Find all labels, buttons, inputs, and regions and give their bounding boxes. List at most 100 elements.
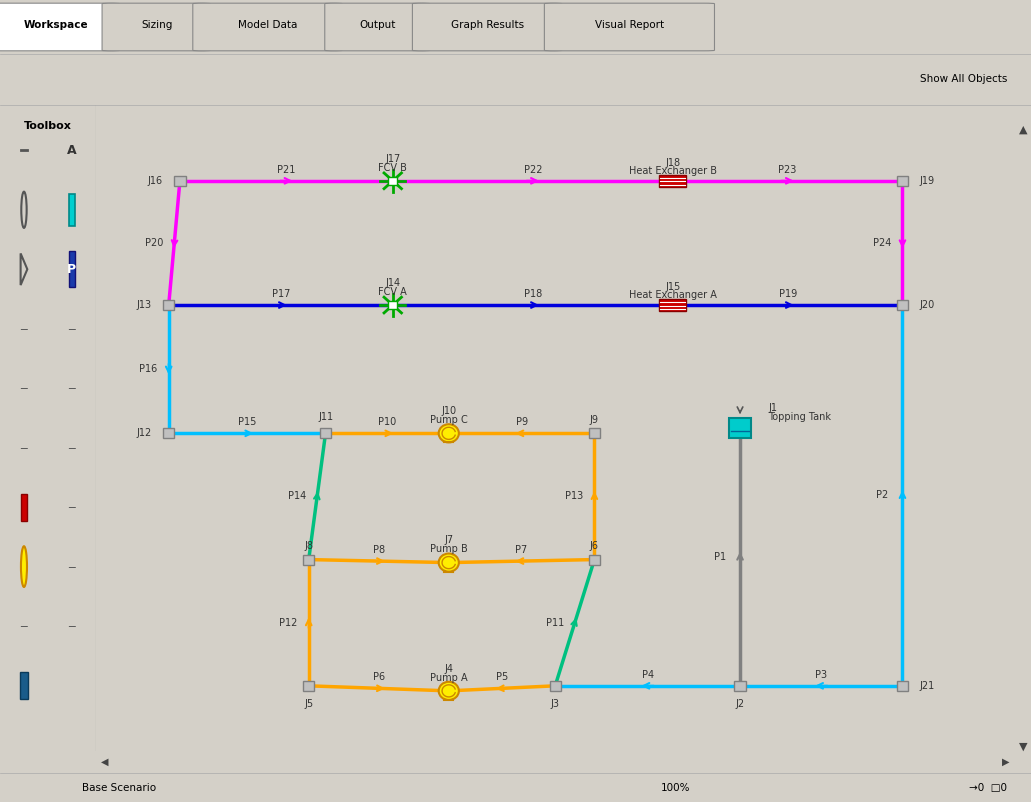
Text: P24: P24	[873, 238, 892, 248]
Text: Output: Output	[360, 20, 396, 30]
Text: Sizing: Sizing	[141, 20, 172, 30]
Text: P19: P19	[778, 289, 797, 299]
Text: ─: ─	[68, 383, 75, 393]
Text: ─: ─	[68, 561, 75, 572]
Text: P20: P20	[145, 238, 163, 248]
Bar	[303, 554, 314, 565]
Text: P18: P18	[524, 289, 542, 299]
Text: P10: P10	[378, 417, 396, 427]
Text: P15: P15	[238, 417, 257, 427]
Text: P12: P12	[279, 618, 298, 628]
Text: ─: ─	[68, 443, 75, 452]
Text: J8: J8	[304, 541, 313, 552]
Text: P3: P3	[816, 670, 827, 680]
Text: P22: P22	[524, 164, 542, 175]
Text: FCV B: FCV B	[378, 163, 407, 172]
Text: FCV A: FCV A	[378, 287, 407, 297]
Text: J4: J4	[444, 663, 454, 674]
Text: P: P	[67, 263, 76, 276]
Text: P23: P23	[778, 164, 797, 175]
Text: ─: ─	[68, 621, 75, 631]
Text: P2: P2	[876, 491, 889, 500]
Text: J6: J6	[590, 541, 599, 552]
Text: ▶: ▶	[1002, 756, 1010, 767]
Bar	[303, 681, 314, 691]
Text: P13: P13	[565, 492, 584, 501]
Text: J17: J17	[386, 154, 400, 164]
Text: P6: P6	[372, 672, 385, 683]
Circle shape	[21, 546, 27, 587]
Bar	[897, 681, 908, 691]
FancyBboxPatch shape	[68, 194, 75, 225]
Text: P7: P7	[516, 545, 528, 555]
Text: Base Scenario: Base Scenario	[82, 784, 157, 793]
Text: Visual Report: Visual Report	[595, 20, 665, 30]
Text: J19: J19	[920, 176, 935, 186]
FancyBboxPatch shape	[544, 3, 714, 51]
Text: Heat Exchanger A: Heat Exchanger A	[629, 290, 717, 300]
Text: P17: P17	[271, 289, 290, 299]
Text: Pump C: Pump C	[430, 415, 468, 425]
Text: J15: J15	[665, 282, 680, 292]
Text: ─: ─	[21, 383, 28, 393]
Text: Show All Objects: Show All Objects	[921, 75, 1007, 84]
Text: J10: J10	[441, 406, 457, 416]
Text: ▼: ▼	[1019, 742, 1027, 751]
FancyBboxPatch shape	[21, 672, 28, 699]
Text: ◀: ◀	[100, 756, 108, 767]
Bar	[389, 301, 397, 309]
Text: J3: J3	[551, 699, 560, 709]
FancyBboxPatch shape	[68, 251, 75, 287]
Circle shape	[438, 424, 459, 443]
Bar	[660, 175, 687, 187]
Text: Pump B: Pump B	[430, 545, 468, 554]
Text: ─: ─	[68, 324, 75, 334]
Text: ─: ─	[21, 324, 28, 334]
Bar	[729, 418, 752, 439]
Text: J12: J12	[136, 428, 152, 439]
Text: P11: P11	[545, 618, 564, 628]
Text: P1: P1	[713, 552, 726, 562]
Text: ─: ─	[21, 621, 28, 631]
Bar	[550, 681, 561, 691]
Text: J2: J2	[735, 699, 744, 709]
FancyBboxPatch shape	[102, 3, 210, 51]
Text: P9: P9	[516, 417, 528, 427]
FancyBboxPatch shape	[325, 3, 430, 51]
FancyBboxPatch shape	[412, 3, 562, 51]
Text: Toolbox: Toolbox	[24, 121, 72, 132]
Bar	[174, 176, 186, 186]
Text: ─: ─	[68, 502, 75, 512]
Text: J11: J11	[318, 412, 333, 422]
Text: J21: J21	[920, 681, 935, 691]
Text: ▲: ▲	[1019, 125, 1027, 135]
Bar	[897, 176, 908, 186]
Text: J20: J20	[920, 300, 935, 310]
Text: P5: P5	[496, 672, 508, 683]
Text: Pump A: Pump A	[430, 673, 468, 683]
Text: Heat Exchanger B: Heat Exchanger B	[629, 166, 717, 176]
Text: Graph Results: Graph Results	[452, 20, 524, 30]
Circle shape	[438, 682, 459, 700]
Text: P16: P16	[139, 364, 158, 375]
Text: P8: P8	[372, 545, 385, 555]
Text: P14: P14	[288, 492, 306, 501]
Bar	[660, 299, 687, 311]
Circle shape	[438, 553, 459, 572]
Bar	[389, 176, 397, 184]
Text: P4: P4	[641, 670, 654, 680]
Text: Model Data: Model Data	[238, 20, 298, 30]
Text: 100%: 100%	[661, 784, 690, 793]
Text: J9: J9	[590, 415, 599, 425]
Text: Topping Tank: Topping Tank	[768, 412, 831, 422]
Text: ─: ─	[21, 443, 28, 452]
Bar	[897, 300, 908, 310]
Text: A: A	[67, 144, 76, 157]
Text: J18: J18	[665, 158, 680, 168]
FancyBboxPatch shape	[193, 3, 342, 51]
Bar	[589, 554, 600, 565]
Bar	[21, 493, 28, 520]
Text: Workspace: Workspace	[24, 20, 88, 30]
Bar	[163, 428, 174, 439]
Text: P21: P21	[277, 164, 296, 175]
